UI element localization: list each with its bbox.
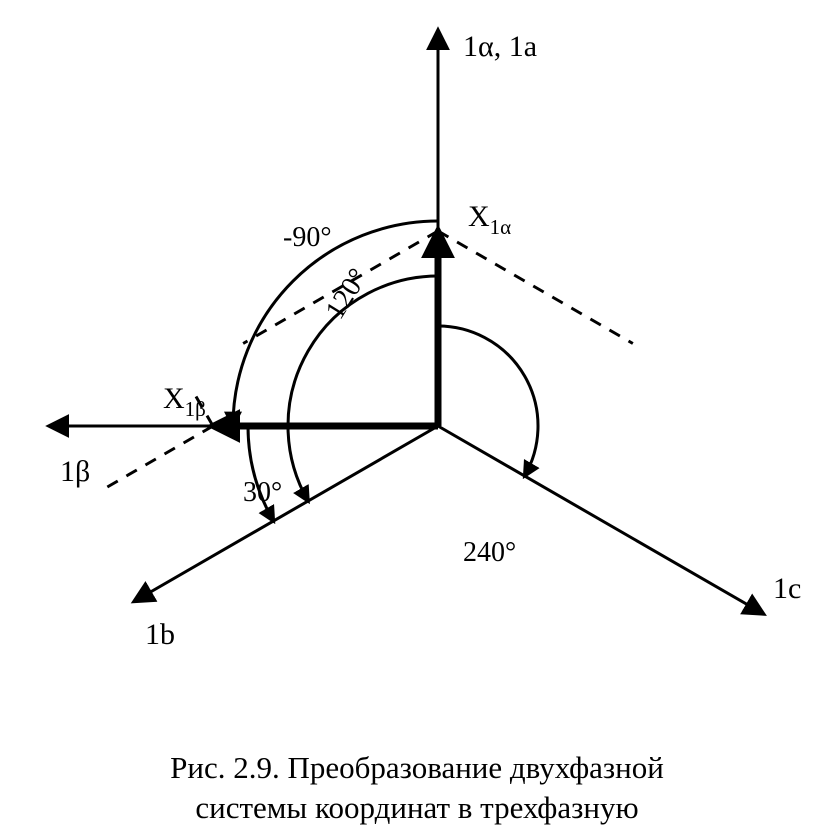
angle-arc-120: 120° — [288, 263, 438, 501]
axis-label-beta: 1β — [60, 455, 90, 488]
vector-X1alpha: X1α — [438, 200, 511, 426]
dashed-projection-1 — [438, 231, 633, 344]
axis-label-alpha-a: 1α, 1a — [463, 30, 537, 63]
axis-c: 1c — [438, 426, 801, 614]
angle-label--90: -90° — [283, 222, 332, 253]
caption-line2: системы координат в трехфазную — [195, 790, 638, 825]
angle-label-240: 240° — [463, 537, 516, 568]
vector-X1beta: X1β — [163, 382, 438, 426]
figure-caption: Рис. 2.9. Преобразование двухфазной систе… — [170, 750, 664, 825]
angle-label-30: 30° — [243, 477, 282, 508]
coordinate-diagram: 1α, 1a 1β 1b 1c X1α X1β -90° 120° 240° 30° Рис. 2.… — [0, 0, 834, 837]
axis-b: 1b — [135, 426, 438, 651]
axis-label-c: 1c — [773, 572, 801, 605]
angle-arc--90: -90° — [233, 221, 438, 426]
angle-arc-240: 240° — [438, 326, 538, 568]
dashed-projection-2 — [100, 426, 213, 491]
vector-label-X1alpha: X1α — [468, 200, 511, 239]
caption-line1: Рис. 2.9. Преобразование двухфазной — [170, 750, 664, 785]
angle-arc-30: 30° — [243, 426, 282, 521]
axis-label-b: 1b — [145, 618, 175, 651]
